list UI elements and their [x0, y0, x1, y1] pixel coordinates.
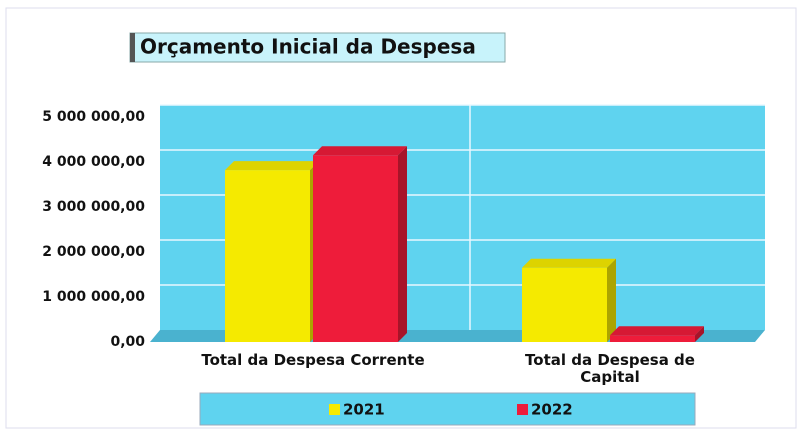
bar-top [313, 146, 407, 156]
bar [225, 170, 310, 342]
bar-side [695, 326, 704, 342]
chart-title: Orçamento Inicial da Despesa [140, 35, 476, 59]
legend-box [199, 392, 696, 426]
y-tick-label: 4 000 000,00 [42, 154, 145, 170]
bar-side [607, 258, 616, 342]
bar-side [398, 146, 407, 342]
y-tick-label: 3 000 000,00 [42, 199, 145, 215]
x-tick-label: Total da Despesa de Capital [525, 351, 695, 386]
legend-swatch [329, 404, 340, 415]
y-tick-label: 1 000 000,00 [42, 289, 145, 305]
bar [610, 335, 695, 342]
title-accent [130, 33, 135, 62]
x-tick-label: Total da Despesa Corrente [201, 351, 425, 369]
legend-swatch [517, 404, 528, 415]
legend-label: 2022 [531, 401, 573, 419]
y-tick-label: 0,00 [110, 334, 145, 350]
legend-label: 2021 [343, 401, 385, 419]
bar-top [522, 258, 616, 268]
bar-top [610, 326, 704, 336]
title-box [129, 32, 506, 63]
bar [313, 155, 398, 342]
y-tick-label: 5 000 000,00 [42, 109, 145, 125]
y-tick-label: 2 000 000,00 [42, 244, 145, 260]
bar [522, 267, 607, 342]
bar-top [225, 161, 319, 171]
